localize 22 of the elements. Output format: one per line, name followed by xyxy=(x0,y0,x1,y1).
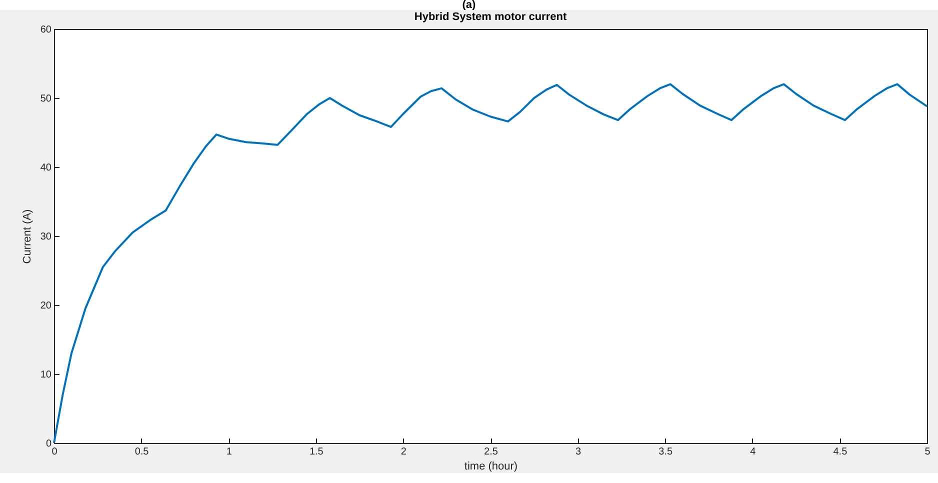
y-tick-label: 40 xyxy=(40,162,52,174)
chart-title: Hybrid System motor current xyxy=(414,11,567,23)
x-tick-label: 2 xyxy=(400,446,407,458)
x-tick-label: 3.5 xyxy=(658,446,673,458)
y-tick-label: 60 xyxy=(40,24,52,36)
line-series xyxy=(53,83,928,444)
y-axis-title: Current (A) xyxy=(21,209,34,264)
x-tick-label: 1 xyxy=(226,446,232,458)
text: (a) xyxy=(461,0,477,11)
x-tick-label: 1.5 xyxy=(309,446,324,458)
x-tick-label: 4 xyxy=(750,446,756,458)
x-tick-label: 3 xyxy=(576,446,582,458)
y-tick-label: 20 xyxy=(40,300,52,312)
y-tick-label: 50 xyxy=(40,94,52,104)
y-tick-label: 0 xyxy=(46,438,52,450)
x-tick-label: 4.5 xyxy=(833,446,848,458)
y-tick-label: 10 xyxy=(40,370,52,380)
x-axis-title: time (hour) xyxy=(464,460,518,472)
x-tick-label: 0.5 xyxy=(134,446,150,458)
x-tick-label: 2.5 xyxy=(484,446,498,458)
y-tick-label: 30 xyxy=(40,232,52,242)
x-tick-label: 5 xyxy=(924,446,931,458)
